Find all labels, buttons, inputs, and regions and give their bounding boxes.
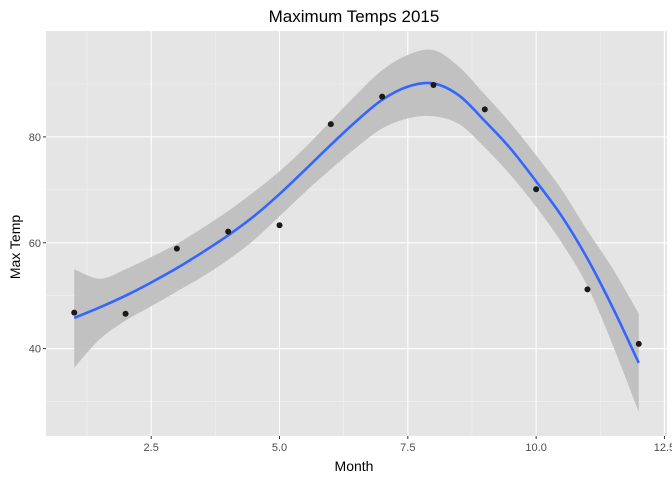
data-point [71,309,78,316]
y-tick-label: 80 [29,132,41,144]
data-point [379,93,386,100]
data-point [327,121,334,128]
y-tick-label: 40 [29,344,41,356]
x-tick-label: 10.0 [525,442,546,454]
data-point [173,245,180,252]
data-point [481,106,488,113]
y-tick-label: 60 [29,238,41,250]
confidence-ribbon [74,49,639,413]
x-axis-ticks: 2.5 5.0 7.5 10.0 12.5 [144,436,672,454]
x-tick-label: 2.5 [144,442,159,454]
x-tick-label: 7.5 [400,442,415,454]
smooth-fit-line [73,81,640,364]
data-point [122,310,129,317]
data-point [430,82,437,88]
chart-title: Maximum Temps 2015 [269,7,440,26]
data-point [225,228,232,235]
x-tick-label: 12.5 [654,442,672,454]
x-axis-title: Month [335,458,374,474]
x-tick-label: 5.0 [272,442,287,454]
data-points [71,82,642,347]
data-point [635,340,642,347]
data-point [276,222,283,229]
data-point [533,186,540,193]
y-axis-title: Max Temp [7,215,23,280]
y-axis-ticks: 40 60 80 [29,132,46,356]
major-gridlines [46,31,667,436]
data-point [584,286,591,293]
